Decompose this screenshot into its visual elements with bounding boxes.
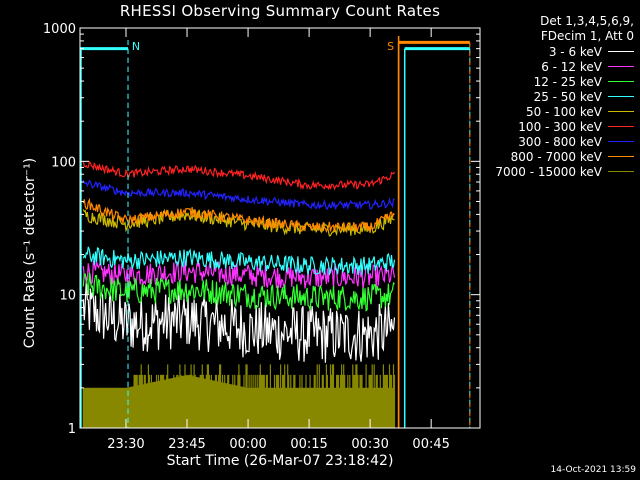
legend-entry: 7000 - 15000 keV (484, 164, 634, 179)
legend-swatch (608, 96, 634, 97)
legend-swatch (608, 66, 634, 67)
legend-label: 3 - 6 keV (548, 44, 602, 59)
legend-label: 6 - 12 keV (541, 59, 602, 74)
y-axis-label: Count Rate (s⁻¹ detector⁻¹) (22, 157, 38, 349)
legend-label: 50 - 100 keV (525, 104, 602, 119)
x-tick-label: 23:45 (168, 437, 205, 452)
legend-entry: 800 - 7000 keV (484, 149, 634, 164)
legend-entry: 6 - 12 keV (484, 59, 634, 74)
series-line-6 (82, 179, 395, 211)
legend-swatch (608, 126, 634, 127)
legend-label: 300 - 800 keV (518, 134, 602, 149)
legend-label: 7000 - 15000 keV (495, 164, 602, 179)
legend: Det 1,3,4,5,6,9, FDecim 1, Att 0 3 - 6 k… (484, 14, 634, 179)
legend-swatch (608, 81, 634, 82)
legend-entry: 300 - 800 keV (484, 134, 634, 149)
legend-entry: 50 - 100 keV (484, 104, 634, 119)
chart-title: RHESSI Observing Summary Count Rates (119, 2, 441, 20)
annotation-label-N: N (132, 40, 140, 53)
x-axis-label: Start Time (26-Mar-07 23:18:42) (166, 453, 394, 469)
legend-entry: 25 - 50 keV (484, 89, 634, 104)
y-tick-label: 1 (68, 422, 76, 437)
series-line-7 (82, 197, 395, 234)
x-tick-label: 00:00 (229, 437, 266, 452)
legend-swatch (608, 141, 634, 142)
legend-entry: 100 - 300 keV (484, 119, 634, 134)
timestamp-footer: 14-Oct-2021 13:59 (550, 465, 636, 475)
x-tick-label: 00:45 (412, 437, 449, 452)
legend-swatch (608, 156, 634, 157)
series-line-5 (82, 160, 396, 191)
series-line-2 (82, 272, 395, 312)
series-line-0 (82, 280, 396, 363)
legend-swatch (608, 51, 634, 52)
legend-label: 100 - 300 keV (518, 119, 602, 134)
legend-entry: 3 - 6 keV (484, 44, 634, 59)
y-tick-label: 100 (51, 155, 76, 170)
legend-label: 12 - 25 keV (533, 74, 602, 89)
legend-header-line-1: Det 1,3,4,5,6,9, (540, 14, 634, 28)
y-tick-label: 10 (59, 289, 76, 304)
series-line-3 (82, 246, 396, 276)
x-tick-label: 00:30 (351, 437, 388, 452)
x-tick-label: 00:15 (290, 437, 327, 452)
legend-swatch (608, 111, 634, 112)
legend-label: 800 - 7000 keV (510, 149, 602, 164)
legend-label: 25 - 50 keV (533, 89, 602, 104)
x-tick-label: 23:30 (107, 437, 144, 452)
legend-swatch (608, 171, 634, 172)
legend-header-line-2: FDecim 1, Att 0 (540, 29, 634, 43)
y-tick-label: 1000 (43, 22, 76, 37)
legend-entry: 12 - 25 keV (484, 74, 634, 89)
plot-frame (79, 27, 481, 429)
annotation-label-S: S (387, 40, 394, 53)
series-line-8 (82, 364, 396, 428)
